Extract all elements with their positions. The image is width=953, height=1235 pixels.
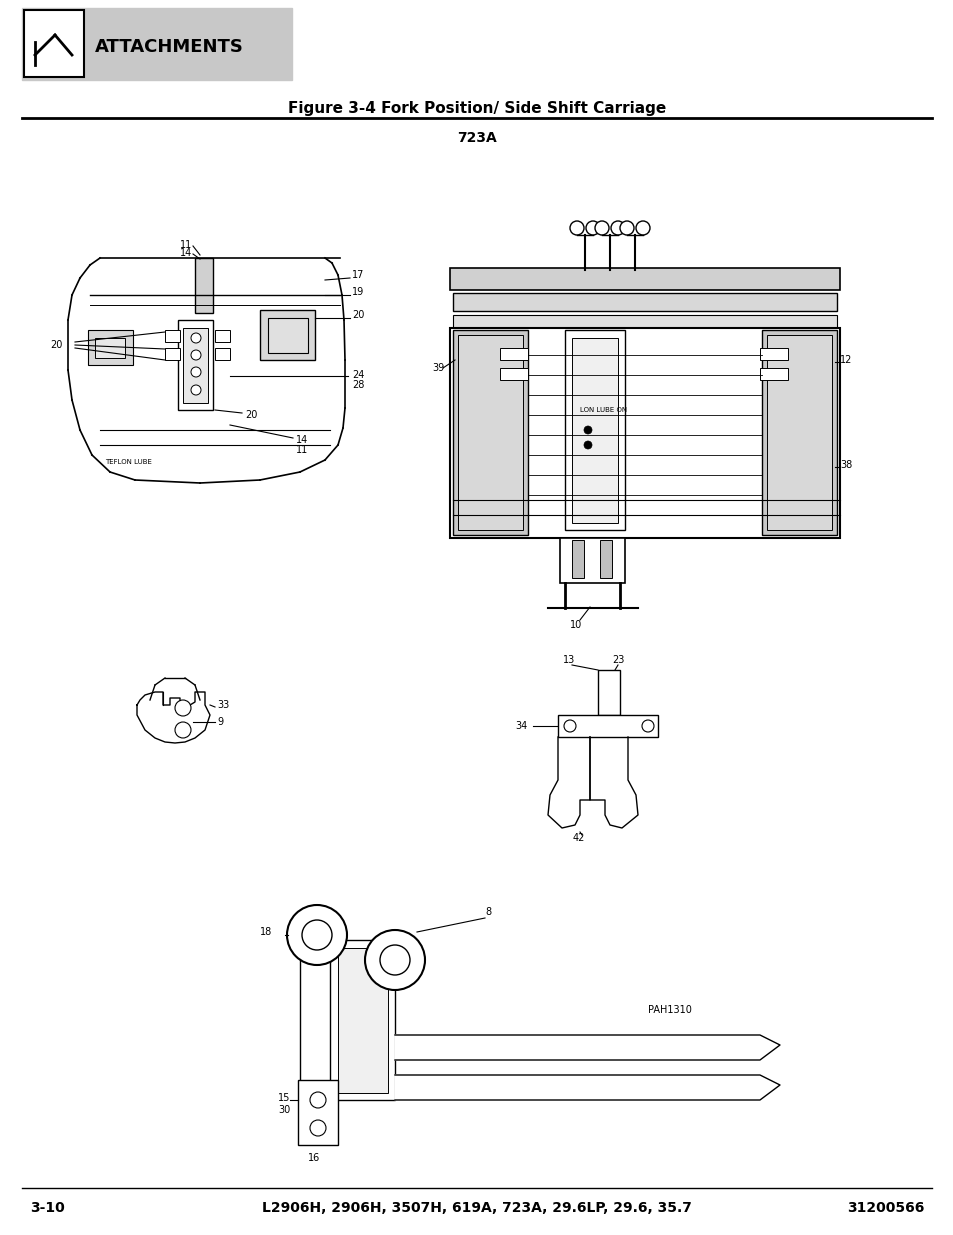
Text: Figure 3-4 Fork Position/ Side Shift Carriage: Figure 3-4 Fork Position/ Side Shift Car…: [288, 100, 665, 116]
Text: 14: 14: [295, 435, 308, 445]
Bar: [330, 940, 395, 1100]
Bar: [760, 368, 787, 380]
Text: PAH1310: PAH1310: [647, 1005, 691, 1015]
Bar: [22, 7, 292, 80]
Text: 33: 33: [216, 700, 229, 710]
Circle shape: [641, 720, 654, 732]
Polygon shape: [395, 1074, 780, 1100]
Bar: [268, 317, 308, 353]
Circle shape: [191, 385, 201, 395]
Bar: [760, 348, 787, 359]
Bar: [450, 268, 840, 290]
Bar: [558, 715, 658, 737]
Text: 18: 18: [260, 927, 272, 937]
Circle shape: [191, 333, 201, 343]
Bar: [214, 330, 230, 342]
Text: 20: 20: [245, 410, 257, 420]
Text: 12: 12: [840, 354, 851, 366]
Text: 15: 15: [277, 1093, 290, 1103]
Bar: [599, 540, 612, 578]
Circle shape: [174, 722, 191, 739]
Bar: [297, 1079, 337, 1145]
Bar: [260, 310, 314, 359]
Text: 9: 9: [216, 718, 223, 727]
Circle shape: [191, 367, 201, 377]
Text: 3-10: 3-10: [30, 1200, 65, 1215]
Bar: [572, 540, 583, 578]
Bar: [214, 348, 230, 359]
Circle shape: [310, 1092, 326, 1108]
Text: 28: 28: [352, 380, 364, 390]
Bar: [337, 948, 388, 1093]
Bar: [450, 329, 840, 538]
Bar: [165, 330, 180, 342]
Circle shape: [365, 930, 424, 990]
Circle shape: [585, 221, 599, 235]
Text: 13: 13: [562, 655, 575, 664]
Circle shape: [636, 221, 649, 235]
Polygon shape: [395, 1035, 780, 1060]
Bar: [499, 368, 527, 380]
Bar: [453, 293, 836, 311]
Circle shape: [302, 920, 332, 950]
Text: 16: 16: [308, 1153, 320, 1163]
Text: L2906H, 2906H, 3507H, 619A, 723A, 29.6LP, 29.6, 35.7: L2906H, 2906H, 3507H, 619A, 723A, 29.6LP…: [262, 1200, 691, 1215]
Text: 10: 10: [569, 620, 581, 630]
Text: 31200566: 31200566: [846, 1200, 924, 1215]
Text: 30: 30: [277, 1105, 290, 1115]
Bar: [766, 335, 831, 530]
Bar: [453, 330, 527, 535]
Bar: [165, 348, 180, 359]
Text: 19: 19: [352, 287, 364, 296]
Circle shape: [569, 221, 583, 235]
Text: 14: 14: [179, 248, 192, 258]
Text: 39: 39: [432, 363, 444, 373]
Bar: [299, 940, 335, 1086]
Circle shape: [191, 350, 201, 359]
Text: 20: 20: [50, 340, 62, 350]
Text: 8: 8: [484, 906, 491, 918]
Circle shape: [583, 441, 592, 450]
Text: 723A: 723A: [456, 131, 497, 144]
Circle shape: [310, 1120, 326, 1136]
Bar: [88, 330, 132, 366]
Bar: [457, 335, 522, 530]
Bar: [453, 315, 836, 330]
Bar: [499, 348, 527, 359]
Circle shape: [174, 700, 191, 716]
Bar: [564, 330, 624, 530]
Circle shape: [379, 945, 410, 974]
Bar: [183, 329, 208, 403]
Circle shape: [287, 905, 347, 965]
Text: ATTACHMENTS: ATTACHMENTS: [95, 38, 244, 56]
Circle shape: [583, 426, 592, 433]
Bar: [194, 258, 213, 312]
Circle shape: [595, 221, 608, 235]
Text: TEFLON LUBE: TEFLON LUBE: [105, 459, 152, 466]
Bar: [95, 338, 125, 358]
Bar: [178, 320, 213, 410]
Circle shape: [619, 221, 634, 235]
Text: 38: 38: [840, 459, 851, 471]
Circle shape: [563, 720, 576, 732]
Text: 11: 11: [295, 445, 308, 454]
Circle shape: [610, 221, 624, 235]
Text: 23: 23: [612, 655, 623, 664]
Bar: [24, 10, 84, 77]
Bar: [559, 538, 624, 583]
Text: 42: 42: [573, 832, 585, 844]
Text: 24: 24: [352, 370, 364, 380]
Bar: [598, 671, 619, 715]
Text: 11: 11: [179, 240, 192, 249]
Bar: [572, 338, 618, 522]
Text: 20: 20: [352, 310, 364, 320]
Text: LON LUBE ON: LON LUBE ON: [579, 408, 626, 412]
Bar: [761, 330, 836, 535]
Text: 17: 17: [352, 270, 364, 280]
Text: 34: 34: [515, 721, 527, 731]
